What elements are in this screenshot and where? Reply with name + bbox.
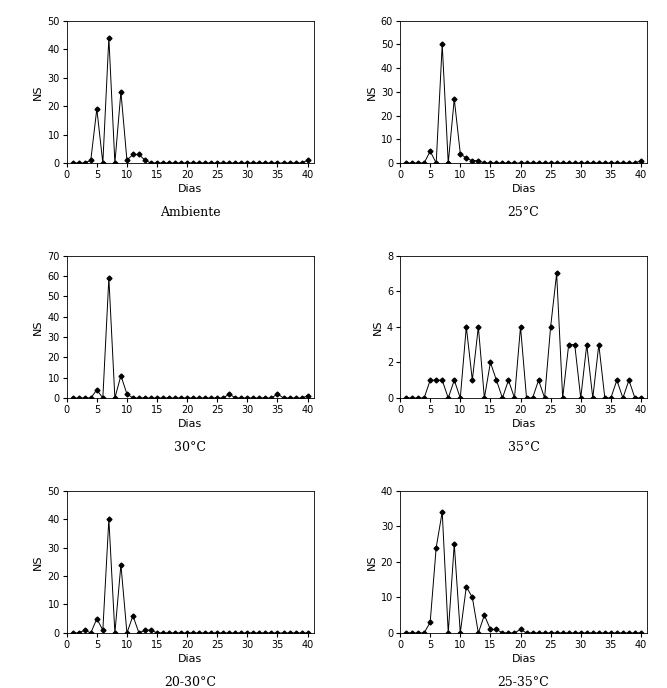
X-axis label: Dias: Dias (178, 654, 202, 664)
Text: 35°C: 35°C (508, 441, 540, 453)
Text: Ambiente: Ambiente (160, 206, 221, 219)
Y-axis label: NS: NS (33, 554, 43, 570)
Y-axis label: NS: NS (367, 554, 377, 570)
Text: 25°C: 25°C (508, 206, 540, 219)
Text: 25-35°C: 25-35°C (498, 676, 550, 688)
Y-axis label: NS: NS (33, 319, 43, 334)
Text: 30°C: 30°C (174, 441, 206, 453)
X-axis label: Dias: Dias (178, 419, 202, 429)
Y-axis label: NS: NS (373, 319, 383, 334)
X-axis label: Dias: Dias (512, 419, 536, 429)
X-axis label: Dias: Dias (512, 654, 536, 664)
Y-axis label: NS: NS (367, 84, 377, 100)
Text: 20-30°C: 20-30°C (164, 676, 216, 688)
Y-axis label: NS: NS (33, 84, 43, 100)
X-axis label: Dias: Dias (512, 184, 536, 194)
X-axis label: Dias: Dias (178, 184, 202, 194)
